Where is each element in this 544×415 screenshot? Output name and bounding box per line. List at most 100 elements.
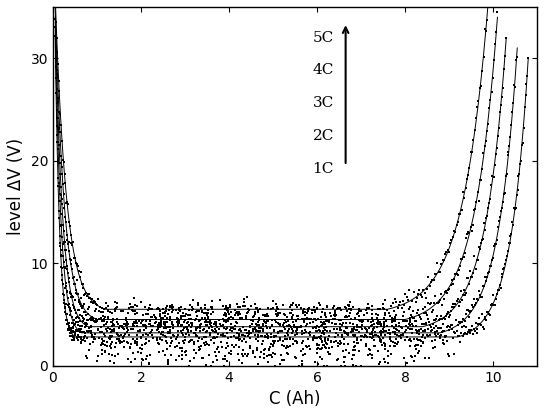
Point	[474, 321, 483, 327]
Point	[292, 324, 301, 330]
Point	[66, 257, 75, 264]
Point	[257, 341, 266, 347]
Point	[88, 295, 96, 302]
Point	[491, 301, 499, 308]
Point	[271, 301, 280, 308]
Point	[100, 315, 108, 322]
Point	[455, 210, 463, 217]
Point	[68, 294, 77, 301]
Point	[69, 322, 78, 328]
Point	[153, 326, 162, 332]
Point	[259, 321, 268, 328]
Point	[81, 330, 89, 337]
Point	[128, 321, 137, 327]
Point	[479, 283, 487, 289]
Point	[97, 315, 106, 321]
Point	[103, 339, 112, 345]
Point	[417, 316, 426, 322]
Point	[54, 198, 63, 204]
Point	[355, 323, 363, 330]
Point	[122, 325, 131, 331]
Point	[406, 353, 415, 360]
Point	[337, 334, 346, 341]
Point	[193, 333, 201, 339]
Point	[67, 337, 76, 344]
Point	[356, 362, 365, 369]
Point	[166, 330, 175, 337]
Point	[416, 292, 425, 299]
Point	[149, 335, 158, 342]
Point	[403, 293, 411, 300]
Point	[373, 312, 382, 318]
Point	[88, 332, 96, 338]
Point	[208, 327, 217, 333]
Point	[443, 351, 452, 358]
Point	[174, 320, 183, 327]
Point	[186, 316, 195, 323]
Point	[279, 323, 288, 330]
Point	[91, 301, 100, 308]
Point	[83, 317, 91, 323]
Point	[92, 319, 101, 326]
Point	[96, 342, 105, 349]
Point	[421, 326, 429, 333]
Point	[471, 205, 480, 212]
Point	[157, 328, 166, 335]
Point	[195, 308, 203, 314]
Point	[428, 277, 437, 284]
Point	[490, 243, 498, 250]
Point	[101, 300, 110, 306]
Point	[129, 294, 138, 301]
Point	[67, 328, 76, 334]
Point	[405, 317, 414, 324]
Point	[450, 304, 459, 310]
Point	[419, 320, 428, 327]
Point	[259, 347, 268, 353]
Point	[122, 322, 131, 328]
Point	[64, 302, 72, 309]
Point	[323, 303, 332, 309]
Point	[126, 300, 134, 307]
Point	[425, 355, 434, 361]
Point	[141, 325, 150, 332]
Point	[269, 328, 278, 335]
Point	[165, 329, 174, 335]
Point	[389, 339, 398, 346]
Point	[467, 274, 475, 281]
Point	[77, 269, 85, 276]
Point	[128, 304, 137, 310]
Point	[160, 325, 169, 332]
Point	[137, 334, 146, 340]
Point	[174, 323, 183, 330]
Y-axis label: level ΔV (V): level ΔV (V)	[7, 138, 25, 235]
Point	[507, 122, 516, 128]
Point	[330, 325, 338, 332]
Point	[429, 321, 437, 327]
Point	[227, 314, 236, 321]
Point	[516, 161, 524, 167]
Point	[274, 330, 282, 337]
Point	[195, 322, 204, 329]
Point	[332, 330, 341, 337]
Point	[487, 182, 496, 188]
Point	[73, 307, 82, 313]
Point	[126, 345, 135, 352]
Point	[442, 249, 451, 255]
Point	[494, 124, 503, 131]
Point	[251, 336, 260, 342]
Point	[162, 319, 170, 325]
Point	[480, 220, 489, 227]
Point	[466, 309, 475, 316]
Point	[272, 313, 281, 320]
Point	[446, 282, 455, 288]
Point	[122, 315, 131, 322]
Point	[129, 323, 138, 330]
Point	[270, 340, 279, 347]
Point	[313, 350, 322, 356]
Point	[398, 298, 407, 304]
Point	[207, 362, 215, 369]
Point	[82, 355, 91, 361]
Point	[437, 261, 446, 267]
Point	[233, 335, 242, 342]
Point	[51, 15, 59, 22]
